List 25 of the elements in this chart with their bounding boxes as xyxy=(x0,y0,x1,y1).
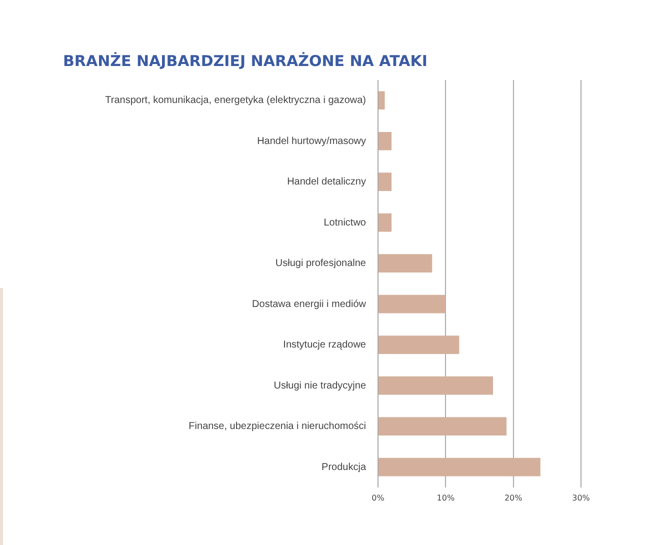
y-tick-label: Lotnictwo xyxy=(324,217,366,228)
y-tick-label: Usługi nie tradycyjne xyxy=(274,380,366,392)
bar xyxy=(378,336,460,354)
bar xyxy=(378,294,446,314)
y-tick-label: Handel hurtowy/masowy xyxy=(257,136,366,147)
y-tick-label: Finanse, ubezpieczenia i nieruchomości xyxy=(188,421,366,432)
bar xyxy=(378,213,392,232)
y-tick-label: Handel detaliczny xyxy=(287,176,366,188)
bar xyxy=(378,132,392,150)
y-tick-label: Dostawa energii i mediów xyxy=(252,298,367,310)
y-tick-label: Instytucje rządowe xyxy=(283,340,366,351)
y-tick-label: Transport, komunikacja, energetyka (elektryczna i gazowa) xyxy=(105,95,366,106)
y-tick-label: Produkcja xyxy=(322,462,366,473)
x-tick-label: 0% xyxy=(372,493,385,502)
x-tick-label: 30% xyxy=(572,493,590,502)
bar xyxy=(378,172,392,192)
x-tick-label: 20% xyxy=(504,493,523,502)
bar xyxy=(378,376,494,395)
y-tick-label: Usługi profesjonalne xyxy=(275,258,366,270)
text: BRANŻE NAJBARDZIEJ NARAŻONE NA ATAKI xyxy=(63,52,428,70)
bar xyxy=(378,417,507,436)
bar xyxy=(378,254,432,272)
bar xyxy=(378,458,540,476)
x-tick-label: 10% xyxy=(436,493,455,502)
bar xyxy=(378,91,385,110)
